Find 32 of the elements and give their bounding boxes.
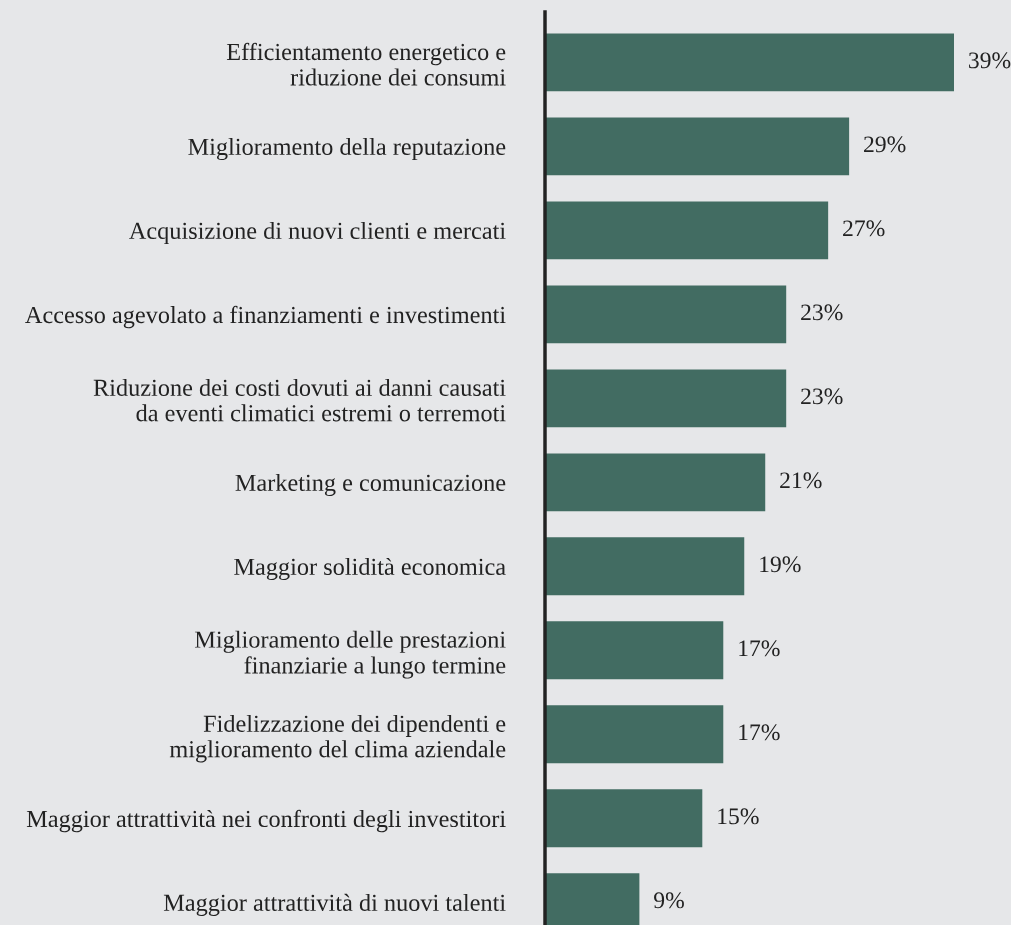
data-label: 27% [843,220,885,237]
data-label: 23% [801,388,843,405]
data-label: 21% [780,472,822,489]
bar [545,789,703,848]
data-label: 23% [801,304,843,321]
bar [545,33,954,92]
data-label: 17% [739,640,780,657]
bar [545,537,745,596]
data-label: 19% [760,556,801,573]
y-tick-label: Miglioramento delle prestazioni finanziarie a lungo termine [194,630,506,679]
data-label: 9% [654,892,684,909]
y-tick-label: Riduzione dei costi dovuti ai danni causati da eventi climatici estremi o terremoti [93,378,506,422]
bar [545,369,787,428]
y-tick-label: Maggior solidità economica [234,557,506,581]
bar [545,453,766,512]
data-label: 29% [864,136,906,153]
y-tick-label: Acquisizione di nuovi clienti e mercati [129,221,506,244]
y-tick-label: Efficientamento energetico e riduzione dei consumi [226,42,506,86]
bar [545,621,724,680]
bar [545,201,829,260]
data-label: 15% [718,808,759,825]
y-tick-label: Marketing e comunicazione [235,473,506,497]
y-tick-label: Accesso agevolato a finanziamenti e investimenti [25,305,506,329]
y-tick-label: Miglioramento della reputazione [188,137,506,161]
bar [545,285,787,344]
y-tick-label: Maggior attrattività di nuovi talenti [163,893,506,917]
y-tick-label: Maggior attrattività nei confronti degli investitori [26,809,506,833]
bar [545,705,724,764]
y-tick-label: Fidelizzazione dei dipendenti e miglioramento del clima aziendale [169,714,506,763]
bar [545,117,850,176]
data-label: 39% [969,52,1011,69]
data-label: 17% [739,724,780,741]
